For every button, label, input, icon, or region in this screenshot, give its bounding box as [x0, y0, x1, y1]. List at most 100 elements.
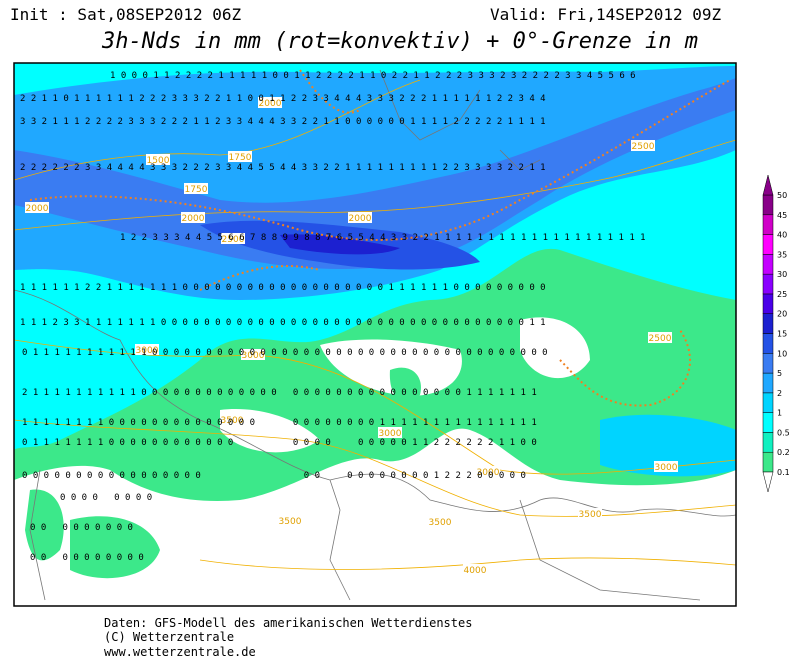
scale-label: 50: [777, 191, 787, 200]
scale-segment: [762, 273, 774, 295]
contour-label: 2500: [649, 334, 672, 344]
contour-label-bg: [631, 140, 655, 151]
scale-label: 1: [777, 409, 782, 418]
contour-label-bg: [378, 427, 402, 438]
contour-label-bg: [258, 97, 282, 108]
contour-label-bg: [220, 414, 244, 425]
scale-segment: [762, 372, 774, 394]
contour-label-bg: [654, 461, 678, 472]
scale-label: 45: [777, 211, 787, 220]
contour-label-bg: [228, 151, 252, 162]
scale-label: 10: [777, 349, 787, 358]
scale-segment: [762, 451, 774, 473]
scale-top-arrow: [762, 174, 774, 196]
scale-label: 5: [777, 369, 782, 378]
scale-label: 0.5: [777, 428, 790, 437]
contour-label-bg: [146, 154, 170, 165]
contour-label-bg: [648, 332, 672, 343]
value-row: 1 1 1 1 1 1 2 2 1 1 1 1 1 1 1 0 0 0 0 0 …: [20, 283, 546, 293]
scale-label: 35: [777, 250, 787, 259]
scale-segment: [762, 353, 774, 374]
contour-label: 1500: [147, 156, 170, 166]
coastlines: [14, 69, 736, 601]
contour-label: 3000: [379, 429, 402, 439]
contour-label: 3500: [429, 518, 452, 528]
contour-label-bg: [463, 564, 487, 575]
init-time: Init : Sat,08SEP2012 06Z: [10, 5, 242, 24]
scale-label: 0.2: [777, 448, 790, 457]
value-row: 2 2 1 1 0 1 1 1 1 1 1 2 2 2 3 3 3 2 2 1 …: [20, 94, 546, 104]
scale-segment: [762, 432, 774, 453]
contour-label: 3000: [477, 468, 500, 478]
value-row: 1 1 1 1 1 1 1 1 0 0 0 0 0 0 0 0 0 0 0 0 …: [22, 418, 537, 428]
contour-label: 3000: [242, 351, 265, 361]
contour-label-bg: [428, 516, 452, 527]
contour-label: 2500: [632, 142, 655, 152]
contour-label-bg: [221, 233, 245, 244]
footer-line: (C) Wetterzentrale: [104, 630, 234, 644]
contour-label-bg: [578, 508, 602, 519]
precip-green: [25, 367, 421, 579]
value-row: 0 0 0 0 0 0 0 0 0 0: [30, 553, 144, 563]
map-area: 1500 1750 2000 1750 2000 2000 2000 2500 2500 3000…: [13, 62, 737, 607]
contour-label-bg: [25, 202, 49, 213]
scale-segment: [762, 412, 774, 433]
precip-core: [280, 234, 400, 255]
scale-segment: [762, 194, 774, 216]
contour-label: 3500: [221, 416, 244, 426]
value-row: 0 0 0 0 0 0 0 0 0 0 0 0 0 0 0 0 0 0 0 0 …: [22, 471, 526, 481]
value-row: 2 2 2 2 2 2 3 3 4 4 4 4 3 3 3 2 2 2 3 3 …: [20, 163, 546, 173]
value-row: 0 0 0 0 0 0 0 0: [60, 493, 152, 503]
footer-line: www.wetterzentrale.de: [104, 645, 256, 659]
contour-label: 3500: [579, 510, 602, 520]
scale-label: 15: [777, 330, 787, 339]
scale-segment: [762, 254, 774, 275]
contour-label-bg: [348, 212, 372, 223]
contour-label-bg: [184, 183, 208, 194]
value-row: 0 1 1 1 1 1 1 1 0 0 0 0 0 0 0 0 0 0 0 0 …: [22, 438, 537, 448]
contour-label-bg: [181, 212, 205, 223]
value-row: 1 1 1 2 3 3 1 1 1 1 1 1 1 0 0 0 0 0 0 0 …: [20, 318, 546, 328]
value-row: 1 2 2 3 3 3 4 4 5 5 6 6 7 8 8 9 9 8 8 7 …: [120, 233, 646, 243]
scale-label: 30: [777, 270, 787, 279]
value-row: 3 3 2 1 1 1 2 2 2 2 3 3 3 2 2 2 1 1 2 3 …: [20, 117, 546, 127]
scale-segment: [762, 392, 774, 413]
scale-label: 25: [777, 290, 787, 299]
contour-label-bg: [241, 349, 265, 360]
value-row: 0 1 1 1 1 1 1 1 1 1 1 1 0 0 0 0 0 0 0 0 …: [22, 348, 548, 358]
scale-segment: [762, 333, 774, 354]
contour-label: 3000: [655, 463, 678, 473]
contour-label: 2000: [26, 204, 49, 214]
contour-label: 3000: [136, 346, 159, 356]
scale-label: 0.1: [777, 468, 790, 477]
contour-label: 3500: [279, 517, 302, 527]
contour-label: 1750: [229, 153, 252, 163]
scale-label: 20: [777, 310, 787, 319]
map-frame: [13, 62, 737, 607]
value-row: 0 0 0 0 0 0 0 0 0: [30, 523, 133, 533]
scale-label: 40: [777, 231, 787, 240]
scale-segment: [762, 234, 774, 255]
contour-label: 1750: [185, 185, 208, 195]
contour-label-bg: [278, 515, 302, 526]
value-grid: 1 0 0 0 1 1 2 2 2 2 1 1 1 1 1 0 0 1 1 2 …: [20, 71, 646, 563]
contour-label: 2000: [349, 214, 372, 224]
contour-label: 2000: [182, 214, 205, 224]
contour-labels: 1500 1750 2000 1750 2000 2000 2000 2500 2500 3000…: [25, 97, 678, 576]
contour-label: 2000: [259, 99, 282, 109]
freezing-level-contours: [14, 79, 736, 570]
precip-cyan: [600, 414, 736, 477]
contour-label: 2500: [222, 235, 245, 245]
scale-label: 2: [777, 389, 782, 398]
scale-segment: [762, 313, 774, 334]
contour-label: 4000: [464, 566, 487, 576]
contour-label-bg: [476, 466, 500, 477]
contour-label-bg: [135, 344, 159, 355]
map-title: 3h-Nds in mm (rot=konvektiv) + 0°-Grenze…: [101, 29, 698, 54]
footer-line: Daten: GFS-Modell des amerikanischen Wet…: [104, 616, 472, 630]
scale-segment: [762, 293, 774, 314]
scale-bottom-arrow: [762, 471, 774, 493]
convective-contours: [29, 69, 731, 407]
